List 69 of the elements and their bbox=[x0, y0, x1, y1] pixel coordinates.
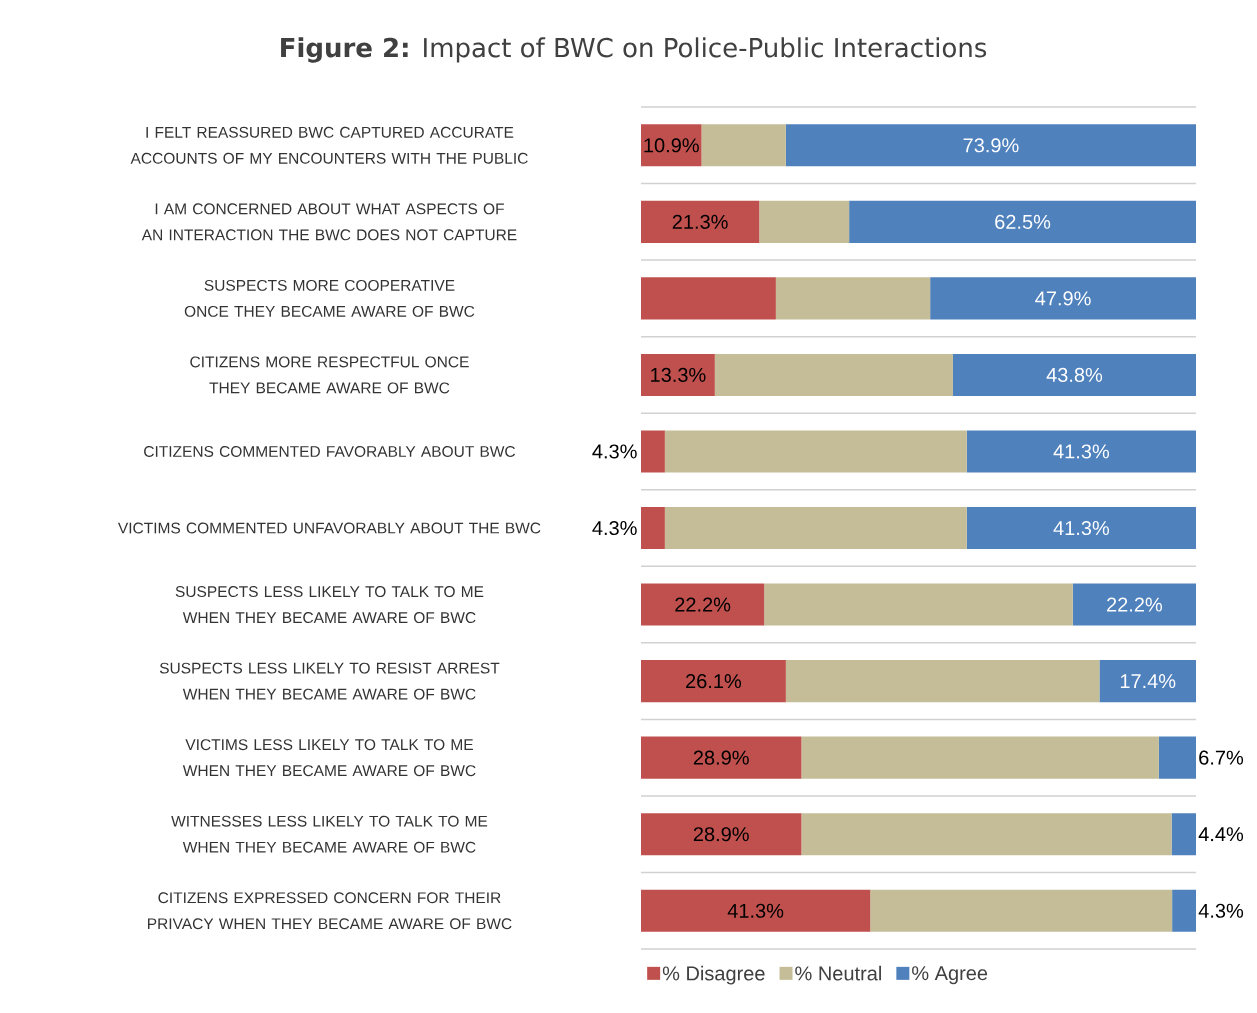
legend-label: % Disagree bbox=[662, 965, 765, 985]
bar bbox=[966, 506, 1197, 550]
data-label: 10.9% bbox=[644, 138, 699, 153]
data-label: 6.7% bbox=[1199, 750, 1244, 765]
bar bbox=[641, 736, 802, 779]
bar bbox=[1172, 889, 1197, 932]
bar bbox=[641, 506, 665, 550]
bar bbox=[870, 889, 1173, 932]
bar bbox=[701, 124, 786, 167]
bar bbox=[641, 813, 802, 856]
bar bbox=[801, 813, 1172, 856]
data-label: 22.2% bbox=[675, 597, 731, 612]
data-label: 22.2% bbox=[1107, 597, 1163, 612]
bar bbox=[966, 430, 1197, 473]
y-tick-label: WITNESSES LESS LIKELY TO TALK TO ME WHEN THEY BECAME AWARE OF BWC bbox=[171, 815, 488, 853]
data-label: 17.4% bbox=[1120, 674, 1176, 689]
data-label: 62.5% bbox=[995, 214, 1051, 229]
data-label: 21.3% bbox=[672, 214, 728, 229]
bar bbox=[641, 353, 715, 396]
bar bbox=[641, 430, 665, 473]
data-label: 41.3% bbox=[1053, 444, 1110, 459]
bar bbox=[775, 277, 931, 320]
data-label: 13.3% bbox=[651, 367, 706, 382]
bar bbox=[785, 124, 1197, 167]
y-tick-label: CITIZENS MORE RESPECTFUL ONCE THEY BECAME AWARE OF BWC bbox=[190, 356, 469, 394]
bar bbox=[1099, 660, 1197, 703]
y-tick-label: CITIZENS EXPRESSED CONCERN FOR THEIR PRIVACY WHEN THEY BECAME AWARE OF BWC bbox=[148, 892, 512, 930]
bar bbox=[764, 583, 1073, 626]
data-label: 4.3% bbox=[1198, 903, 1244, 918]
bar bbox=[1158, 736, 1197, 779]
data-label: 28.9% bbox=[693, 827, 749, 842]
data-label: 4.3% bbox=[592, 520, 637, 536]
y-tick-label: I FELT REASSURED BWC CAPTURED ACCURATE ACCOUNTS OF MY ENCOUNTERS WITH THE PUBLIC bbox=[130, 126, 528, 164]
y-tick-label: VICTIMS LESS LIKELY TO TALK TO ME WHEN THEY BECAME AWARE OF BWC bbox=[182, 739, 476, 777]
bar bbox=[664, 430, 967, 473]
y-tick-label: VICTIMS COMMENTED UNFAVORABLY ABOUT THE BWC bbox=[117, 522, 541, 534]
chart-title: Figure 2: Impact of BWC on Police-Public Interactions bbox=[281, 37, 987, 63]
bar bbox=[641, 277, 776, 320]
bar bbox=[641, 200, 760, 243]
y-tick-label: SUSPECTS LESS LIKELY TO TALK TO ME WHEN THEY BECAME AWARE OF BWC bbox=[175, 586, 484, 624]
data-label: 4.3% bbox=[592, 444, 637, 459]
bar bbox=[714, 353, 953, 396]
legend-label: % Neutral bbox=[795, 965, 881, 981]
data-label: 47.9% bbox=[1035, 291, 1091, 306]
bar bbox=[664, 506, 967, 550]
bar bbox=[641, 660, 786, 703]
bar bbox=[801, 736, 1159, 779]
data-label: 43.8% bbox=[1046, 367, 1103, 382]
y-tick-label: CITIZENS COMMENTED FAVORABLY ABOUT BWC bbox=[144, 445, 516, 457]
data-label: 41.3% bbox=[1053, 520, 1110, 536]
bar bbox=[1171, 813, 1197, 856]
bar bbox=[641, 583, 765, 626]
y-tick-label: SUSPECTS MORE COOPERATIVE ONCE THEY BECAME AWARE OF BWC bbox=[184, 279, 475, 317]
data-label: 73.9% bbox=[963, 138, 1019, 153]
data-label: 4.4% bbox=[1198, 827, 1244, 842]
data-label: 28.9% bbox=[693, 750, 749, 765]
bar bbox=[930, 277, 1197, 320]
bar bbox=[1072, 583, 1197, 626]
legend-label: % Agree bbox=[912, 966, 988, 985]
bar bbox=[641, 124, 702, 167]
bar bbox=[759, 200, 850, 243]
y-tick-label: SUSPECTS LESS LIKELY TO RESIST ARREST WHEN THEY BECAME AWARE OF BWC bbox=[159, 662, 500, 700]
bar bbox=[952, 353, 1197, 396]
bar bbox=[785, 660, 1100, 703]
data-label: 26.1% bbox=[686, 674, 742, 689]
bar bbox=[641, 889, 871, 932]
bar bbox=[849, 200, 1197, 243]
data-label: 41.3% bbox=[727, 903, 784, 918]
y-tick-label: I AM CONCERNED ABOUT WHAT ASPECTS OF AN INTERACTION THE BWC DOES NOT CAPTURE bbox=[141, 203, 517, 241]
